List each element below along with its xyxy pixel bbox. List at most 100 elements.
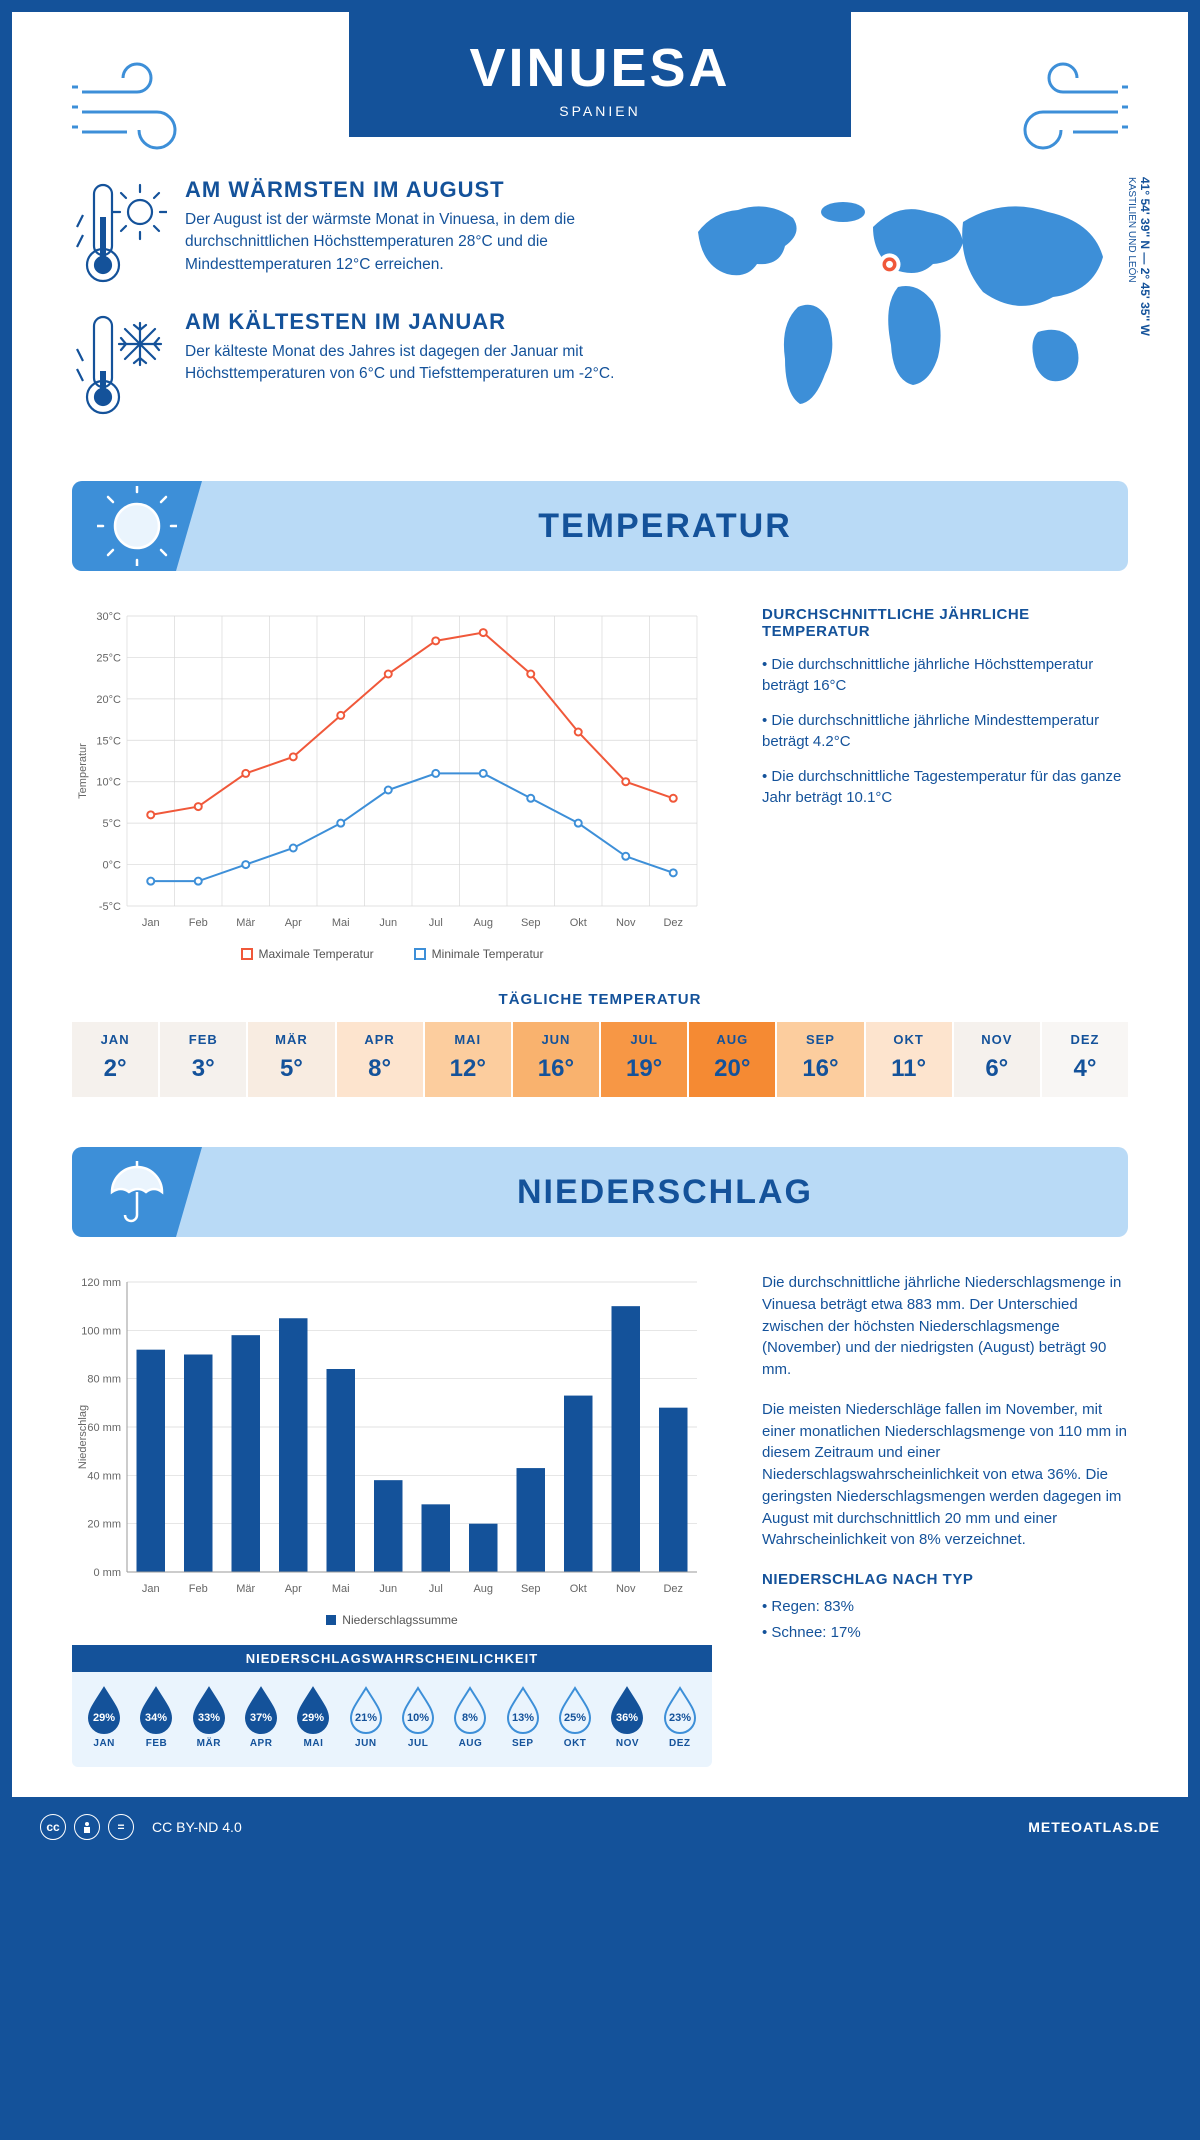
- precip-prob-drop: 37%APR: [239, 1684, 283, 1749]
- svg-text:Mai: Mai: [332, 917, 350, 929]
- svg-text:20 mm: 20 mm: [87, 1519, 121, 1531]
- svg-text:100 mm: 100 mm: [81, 1325, 121, 1337]
- section-banner-precip: NIEDERSCHLAG: [72, 1147, 1128, 1237]
- daily-temp-cell: JUL19°: [601, 1022, 689, 1097]
- umbrella-icon: [102, 1157, 172, 1227]
- svg-text:10%: 10%: [407, 1712, 429, 1724]
- svg-text:34%: 34%: [145, 1712, 167, 1724]
- svg-text:80 mm: 80 mm: [87, 1374, 121, 1386]
- section-title-temp: TEMPERATUR: [202, 507, 1128, 546]
- svg-text:Feb: Feb: [189, 1583, 208, 1595]
- svg-text:0 mm: 0 mm: [94, 1567, 122, 1579]
- svg-text:Jul: Jul: [429, 1583, 443, 1595]
- svg-text:Dez: Dez: [663, 917, 683, 929]
- wind-icon: [998, 62, 1128, 152]
- svg-text:40 mm: 40 mm: [87, 1470, 121, 1482]
- svg-text:Aug: Aug: [473, 917, 493, 929]
- by-icon: [74, 1814, 100, 1840]
- precip-prob-drop: 33%MÄR: [187, 1684, 231, 1749]
- section-banner-temperature: TEMPERATUR: [72, 481, 1128, 571]
- precip-prob-drop: 25%OKT: [553, 1684, 597, 1749]
- svg-text:Feb: Feb: [189, 917, 208, 929]
- site-name: METEOATLAS.DE: [1028, 1819, 1160, 1835]
- daily-temp-title: TÄGLICHE TEMPERATUR: [72, 991, 1128, 1008]
- svg-text:8%: 8%: [463, 1712, 479, 1724]
- daily-temp-cell: APR8°: [337, 1022, 425, 1097]
- svg-text:10°C: 10°C: [96, 777, 121, 789]
- svg-text:5°C: 5°C: [103, 818, 122, 830]
- fact-coldest: AM KÄLTESTEN IM JANUAR Der kälteste Mona…: [72, 309, 638, 419]
- svg-text:Sep: Sep: [521, 917, 541, 929]
- daily-temp-cell: MÄR5°: [248, 1022, 336, 1097]
- precip-prob-drop: 29%JAN: [82, 1684, 126, 1749]
- precip-prob-drop: 13%SEP: [501, 1684, 545, 1749]
- svg-text:Jun: Jun: [379, 1583, 397, 1595]
- precip-prob-drop: 8%AUG: [448, 1684, 492, 1749]
- daily-temp-cell: JAN2°: [72, 1022, 160, 1097]
- wind-icon: [72, 62, 202, 152]
- sun-icon: [97, 486, 177, 566]
- precip-prob-drop: 36%NOV: [605, 1684, 649, 1749]
- precip-type-line: • Regen: 83%: [762, 1596, 1128, 1618]
- svg-text:30°C: 30°C: [96, 611, 121, 623]
- svg-text:Nov: Nov: [616, 917, 636, 929]
- cc-icon: cc: [40, 1814, 66, 1840]
- svg-text:Apr: Apr: [285, 1583, 302, 1595]
- svg-text:25%: 25%: [564, 1712, 586, 1724]
- chart-legend: Niederschlagssumme: [72, 1613, 712, 1627]
- svg-text:120 mm: 120 mm: [81, 1277, 121, 1289]
- daily-temp-cell: MAI12°: [425, 1022, 513, 1097]
- page-title: VINUESA: [469, 37, 730, 99]
- world-map: 41° 54' 39'' N — 2° 45' 35'' W KASTILIEN…: [678, 177, 1128, 441]
- page-subtitle: SPANIEN: [469, 103, 730, 119]
- section-title-precip: NIEDERSCHLAG: [202, 1173, 1128, 1212]
- page-footer: cc = CC BY-ND 4.0 METEOATLAS.DE: [12, 1797, 1188, 1857]
- daily-temp-cell: NOV6°: [954, 1022, 1042, 1097]
- svg-text:Mär: Mär: [236, 917, 255, 929]
- location-coordinates: 41° 54' 39'' N — 2° 45' 35'' W KASTILIEN…: [1124, 177, 1152, 336]
- daily-temp-cell: FEB3°: [160, 1022, 248, 1097]
- svg-text:Apr: Apr: [285, 917, 302, 929]
- svg-text:Sep: Sep: [521, 1583, 541, 1595]
- fact-warm-text: Der August ist der wärmste Monat in Vinu…: [185, 209, 638, 276]
- svg-text:Mai: Mai: [332, 1583, 350, 1595]
- license-text: CC BY-ND 4.0: [152, 1819, 242, 1835]
- daily-temp-cell: AUG20°: [689, 1022, 777, 1097]
- svg-text:Niederschlag: Niederschlag: [77, 1405, 89, 1469]
- svg-text:20°C: 20°C: [96, 694, 121, 706]
- temperature-line-chart: -5°C0°C5°C10°C15°C20°C25°C30°CJanFebMärA…: [72, 606, 712, 961]
- chart-legend: Maximale Temperatur Minimale Temperatur: [72, 947, 712, 961]
- precip-prob-drop: 23%DEZ: [658, 1684, 702, 1749]
- temp-note-line: • Die durchschnittliche jährliche Mindes…: [762, 710, 1128, 752]
- svg-text:13%: 13%: [512, 1712, 534, 1724]
- precipitation-bar-chart: 0 mm 20 mm 40 mm 60 mm 80 mm 100 mm 120 mm Jan F…: [72, 1272, 712, 1767]
- svg-text:21%: 21%: [355, 1712, 377, 1724]
- svg-text:25°C: 25°C: [96, 652, 121, 664]
- daily-temp-strip: JAN2°FEB3°MÄR5°APR8°MAI12°JUN16°JUL19°AU…: [72, 1022, 1128, 1097]
- svg-text:Mär: Mär: [236, 1583, 255, 1595]
- fact-warmest: AM WÄRMSTEN IM AUGUST Der August ist der…: [72, 177, 638, 287]
- thermometer-hot-icon: [72, 177, 167, 287]
- daily-temp-cell: DEZ4°: [1042, 1022, 1128, 1097]
- svg-text:60 mm: 60 mm: [87, 1422, 121, 1434]
- license-badges: cc = CC BY-ND 4.0: [40, 1814, 242, 1840]
- svg-text:Nov: Nov: [616, 1583, 636, 1595]
- temp-note-line: • Die durchschnittliche Tagestemperatur …: [762, 766, 1128, 808]
- precip-type-line: • Schnee: 17%: [762, 1622, 1128, 1644]
- fact-cold-title: AM KÄLTESTEN IM JANUAR: [185, 309, 638, 335]
- svg-text:37%: 37%: [250, 1712, 272, 1724]
- svg-text:0°C: 0°C: [103, 860, 122, 872]
- precip-prob-drop: 10%JUL: [396, 1684, 440, 1749]
- page-header: VINUESA SPANIEN: [72, 52, 1128, 137]
- svg-text:Jan: Jan: [142, 1583, 160, 1595]
- svg-text:29%: 29%: [93, 1712, 115, 1724]
- svg-text:-5°C: -5°C: [99, 901, 121, 913]
- precip-notes: Die durchschnittliche jährliche Niedersc…: [762, 1272, 1128, 1648]
- svg-text:23%: 23%: [669, 1712, 691, 1724]
- daily-temp-cell: JUN16°: [513, 1022, 601, 1097]
- svg-text:Jun: Jun: [379, 917, 397, 929]
- svg-text:36%: 36%: [616, 1712, 638, 1724]
- daily-temp-cell: OKT11°: [866, 1022, 954, 1097]
- fact-warm-title: AM WÄRMSTEN IM AUGUST: [185, 177, 638, 203]
- precip-prob-drop: 29%MAI: [291, 1684, 335, 1749]
